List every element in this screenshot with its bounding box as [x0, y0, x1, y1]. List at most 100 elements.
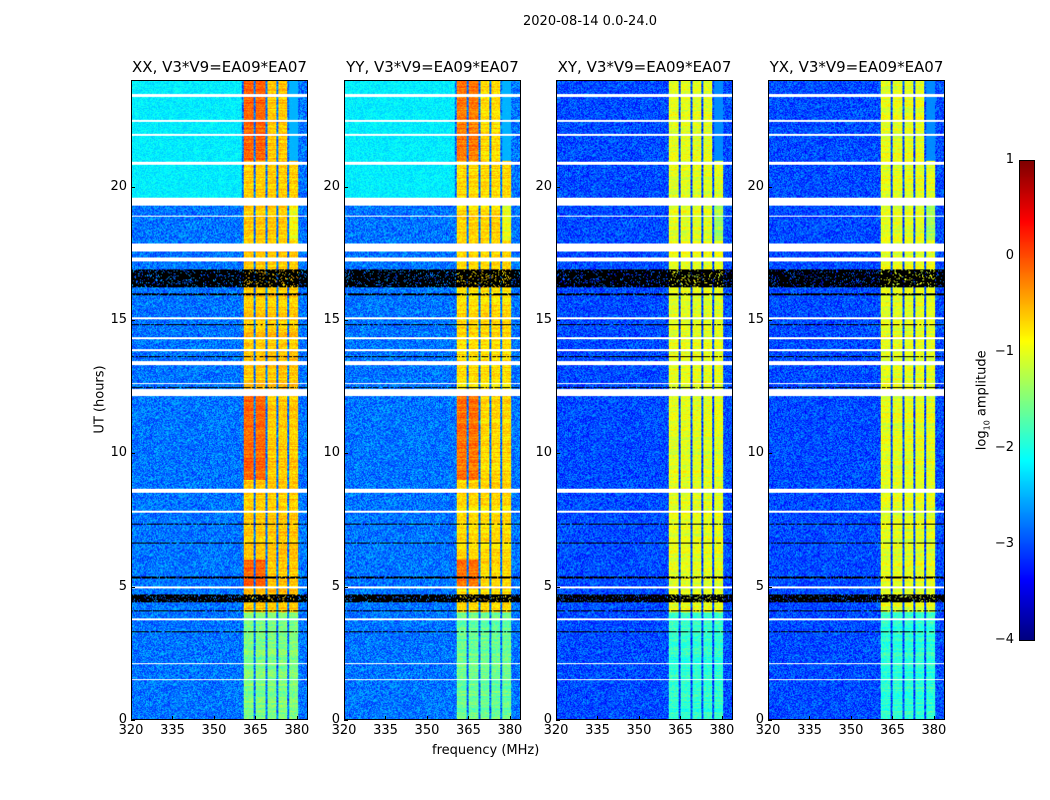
- y-tick-mark: [556, 320, 560, 321]
- x-axis-label: frequency (MHz): [432, 743, 540, 758]
- y-tick-mark: [131, 320, 135, 321]
- x-tick-label: 335: [160, 723, 185, 738]
- x-tick-mark: [768, 716, 769, 720]
- y-tick-label: 0: [331, 712, 340, 727]
- x-tick-label: 335: [585, 723, 610, 738]
- x-tick-mark: [850, 716, 852, 720]
- spectrogram-xx: [131, 80, 308, 720]
- x-tick-mark: [344, 716, 345, 720]
- x-tick-mark: [213, 716, 215, 720]
- x-tick-label: 350: [414, 723, 440, 738]
- x-tick-label: 380: [709, 723, 735, 738]
- x-tick-mark: [172, 716, 174, 720]
- y-tick-label: 20: [535, 178, 552, 194]
- y-tick-mark: [131, 720, 135, 721]
- x-tick-label: 335: [797, 723, 822, 738]
- x-tick-label: 320: [543, 723, 569, 738]
- y-tick-mark: [768, 186, 772, 188]
- y-tick-label: 5: [118, 578, 127, 594]
- y-tick-label: 20: [110, 178, 127, 194]
- y-tick-mark: [768, 720, 772, 721]
- x-tick-mark: [680, 716, 682, 720]
- colorbar-label: log10 amplitude: [975, 335, 992, 465]
- x-tick-mark: [468, 716, 470, 720]
- spectrogram-xy: [556, 80, 733, 720]
- y-tick-mark: [768, 586, 772, 588]
- x-tick-label: 365: [243, 723, 268, 738]
- y-tick-mark: [344, 453, 348, 455]
- colorbar-tick-label: −2: [994, 440, 1014, 455]
- y-tick-label: 15: [323, 312, 340, 327]
- x-tick-label: 380: [284, 723, 310, 738]
- x-tick-mark: [509, 716, 511, 720]
- y-tick-mark: [556, 586, 560, 588]
- x-tick-mark: [892, 716, 894, 720]
- x-tick-mark: [131, 716, 132, 720]
- y-tick-label: 5: [331, 578, 340, 594]
- y-tick-label: 10: [323, 445, 340, 461]
- y-tick-label: 0: [543, 712, 552, 727]
- x-tick-mark: [809, 716, 811, 720]
- y-tick-mark: [768, 320, 772, 321]
- x-tick-label: 380: [497, 723, 523, 738]
- colorbar-tick-label: 1: [1005, 152, 1014, 167]
- y-tick-label: 5: [755, 578, 764, 594]
- x-tick-mark: [933, 716, 935, 720]
- y-tick-mark: [131, 453, 135, 455]
- panel-title: XX, V3*V9=EA09*EA07: [132, 58, 307, 76]
- y-tick-mark: [344, 586, 348, 588]
- x-tick-label: 350: [201, 723, 227, 738]
- y-tick-mark: [344, 320, 348, 321]
- y-tick-mark: [131, 186, 135, 188]
- y-tick-label: 20: [747, 178, 764, 194]
- x-tick-mark: [597, 716, 599, 720]
- x-tick-label: 320: [755, 723, 781, 738]
- x-tick-label: 350: [626, 723, 652, 738]
- y-tick-mark: [131, 586, 135, 588]
- y-tick-label: 0: [118, 712, 127, 727]
- y-tick-mark: [556, 453, 560, 455]
- colorbar-tick-label: −3: [994, 536, 1014, 551]
- y-tick-mark: [556, 720, 560, 721]
- y-tick-mark: [344, 720, 348, 721]
- colorbar-label-prefix: log: [974, 430, 990, 451]
- x-tick-mark: [556, 716, 557, 720]
- y-tick-mark: [556, 186, 560, 188]
- y-tick-label: 20: [323, 178, 340, 194]
- y-tick-label: 10: [535, 445, 552, 461]
- panel-title: YY, V3*V9=EA09*EA07: [346, 58, 519, 76]
- x-tick-mark: [638, 716, 640, 720]
- colorbar: [1019, 160, 1035, 641]
- colorbar-label-sub: 10: [982, 420, 992, 431]
- x-tick-mark: [721, 716, 723, 720]
- colorbar-tick-label: −4: [994, 632, 1014, 647]
- y-tick-label: 15: [747, 312, 764, 327]
- spectrogram-yx: [768, 80, 945, 720]
- x-tick-label: 365: [668, 723, 693, 738]
- x-tick-mark: [255, 716, 257, 720]
- x-tick-label: 380: [921, 723, 947, 738]
- y-tick-label: 0: [755, 712, 764, 727]
- y-tick-label: 10: [747, 445, 764, 461]
- colorbar-tick-label: 0: [1005, 248, 1014, 263]
- x-tick-label: 335: [373, 723, 398, 738]
- colorbar-tick-label: −1: [994, 344, 1014, 359]
- y-tick-label: 5: [543, 578, 552, 594]
- x-tick-label: 365: [456, 723, 481, 738]
- x-tick-mark: [426, 716, 428, 720]
- colorbar-label-suffix: amplitude: [974, 350, 990, 421]
- x-tick-label: 365: [880, 723, 905, 738]
- x-tick-label: 320: [331, 723, 357, 738]
- spectrogram-yy: [344, 80, 521, 720]
- y-tick-mark: [768, 453, 772, 455]
- y-tick-label: 15: [535, 312, 552, 327]
- x-tick-mark: [296, 716, 298, 720]
- panel-title: YX, V3*V9=EA09*EA07: [769, 58, 944, 76]
- figure-title: 2020-08-14 0.0-24.0: [523, 14, 657, 29]
- x-tick-label: 350: [838, 723, 864, 738]
- x-tick-label: 320: [118, 723, 144, 738]
- panel-title: XY, V3*V9=EA09*EA07: [557, 58, 732, 76]
- y-axis-label: UT (hours): [92, 365, 108, 434]
- y-tick-label: 15: [110, 312, 127, 327]
- x-tick-mark: [385, 716, 387, 720]
